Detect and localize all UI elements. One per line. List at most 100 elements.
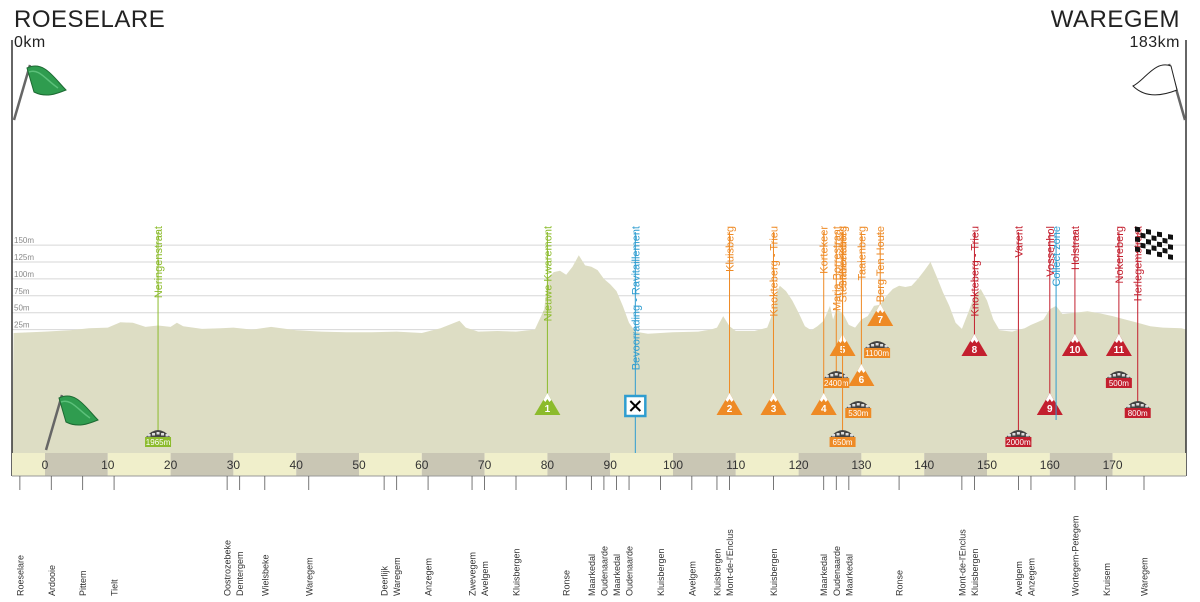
place-label: Kruisem bbox=[1102, 563, 1112, 596]
cobble-icon: 530m bbox=[845, 401, 872, 418]
axis-band bbox=[798, 453, 862, 476]
checker-square bbox=[1162, 237, 1168, 244]
place-label: Avelgem bbox=[480, 561, 490, 596]
place-label: Ardooie bbox=[47, 565, 57, 596]
cobble-stone bbox=[165, 434, 169, 437]
place-label: Kluisbergen bbox=[656, 548, 666, 596]
climb-triangle bbox=[1105, 334, 1132, 356]
climb-snowcap bbox=[819, 393, 828, 402]
climb-number: 10 bbox=[1069, 345, 1081, 356]
cobble-stone bbox=[850, 434, 854, 437]
climb-snowcap bbox=[970, 334, 979, 343]
flags bbox=[12, 63, 1187, 451]
cobble-badge bbox=[845, 408, 872, 418]
cobble-stone bbox=[841, 432, 845, 435]
y-tick-label: 125m bbox=[14, 253, 34, 262]
x-tick-label: 150 bbox=[977, 458, 997, 472]
cobble-stone bbox=[152, 433, 156, 436]
elevation-profile bbox=[12, 255, 1186, 453]
place-label: Kluisbergen bbox=[712, 548, 722, 596]
checker-square bbox=[1140, 232, 1146, 239]
climb-number: 2 bbox=[727, 404, 733, 415]
place-label: Anzegem bbox=[1026, 558, 1036, 596]
cobble-stone bbox=[884, 345, 888, 348]
cobble-stone bbox=[847, 405, 851, 408]
place-label: Waregem bbox=[392, 557, 402, 596]
axis-band bbox=[233, 453, 297, 476]
y-tick-label: 50m bbox=[14, 304, 30, 313]
cobble-stone bbox=[147, 434, 151, 437]
place-label: Waregem bbox=[1140, 557, 1150, 596]
climb-triangle bbox=[716, 393, 743, 415]
axis-band bbox=[673, 453, 736, 476]
axis-band bbox=[924, 453, 987, 476]
checker-square bbox=[1157, 241, 1162, 248]
climb-name: Kortekeer bbox=[819, 226, 831, 274]
cobble-stone bbox=[1112, 374, 1116, 377]
place-label: Maarkedal bbox=[819, 554, 829, 596]
x-tick-label: 20 bbox=[164, 458, 178, 472]
checker-square bbox=[1151, 245, 1157, 252]
finish-flag-icon bbox=[1132, 63, 1187, 260]
place-label: Oudenaarde bbox=[625, 546, 635, 596]
place-label: Kluisbergen bbox=[970, 548, 980, 596]
x-tick-label: 80 bbox=[541, 458, 555, 472]
place-label: Tielt bbox=[110, 579, 120, 596]
climb-name: Vossenhol bbox=[1045, 226, 1057, 277]
cobble-name: Neringenstraat bbox=[153, 226, 165, 298]
place-label: Mont-de-l'Enclus bbox=[957, 529, 967, 596]
axis-band bbox=[1049, 453, 1113, 476]
climb-name: Kluisberg bbox=[725, 226, 737, 272]
place-label: Maarkedal bbox=[587, 554, 597, 596]
place-label: Wielsbeke bbox=[260, 554, 270, 596]
climb-triangle bbox=[534, 393, 561, 415]
axis-band bbox=[987, 453, 1050, 476]
climb-name: Nieuwe Kwaremont bbox=[542, 226, 554, 321]
start-flag-bottom-icon bbox=[44, 394, 99, 451]
x-tick-label: 160 bbox=[1040, 458, 1060, 472]
x-tick-label: 10 bbox=[101, 458, 115, 472]
cobble-name: Maria Borrestraat bbox=[831, 226, 843, 311]
cobble-badge bbox=[1124, 408, 1151, 418]
y-tick-label: 25m bbox=[14, 321, 30, 330]
cobble-stone bbox=[1012, 433, 1016, 436]
elevation-area bbox=[12, 255, 1186, 453]
place-label: Maarkedal bbox=[844, 554, 854, 596]
axis-band bbox=[12, 453, 45, 476]
cobble-length: 2000m bbox=[1006, 438, 1031, 447]
climb-snowcap bbox=[543, 393, 552, 402]
cobble-stone bbox=[875, 343, 879, 346]
cobble-badge bbox=[145, 437, 172, 447]
climb-triangle bbox=[810, 393, 837, 415]
flag-highlight bbox=[28, 70, 59, 89]
cobble-stone bbox=[832, 434, 836, 437]
x-tick-label: 90 bbox=[604, 458, 618, 472]
place-label: Kluisbergen bbox=[512, 548, 522, 596]
cobble-icon: 650m bbox=[829, 430, 856, 447]
cobble-stone bbox=[825, 375, 829, 378]
cobble-stone bbox=[1007, 434, 1011, 437]
climb-name: Steenbeekdries bbox=[838, 226, 850, 303]
climb-triangle bbox=[1061, 334, 1088, 356]
cobble-icon: 2000m bbox=[1005, 430, 1032, 447]
x-tick-label: 100 bbox=[663, 458, 683, 472]
cobble-length: 650m bbox=[833, 438, 853, 447]
axis-band bbox=[170, 453, 234, 476]
cobble-stone bbox=[880, 344, 884, 347]
flag-cloth bbox=[1132, 64, 1178, 96]
cobble-stone bbox=[1140, 404, 1144, 407]
place-label: Deerlijk bbox=[380, 565, 390, 596]
place-label: Avelgem bbox=[687, 561, 697, 596]
y-tick-label: 150m bbox=[14, 236, 34, 245]
flag-pole bbox=[44, 394, 64, 451]
cobble-badge bbox=[823, 378, 850, 388]
x-tick-label: 60 bbox=[415, 458, 429, 472]
place-label: Wortegem-Petegem bbox=[1070, 516, 1080, 596]
cobble-name: Varent bbox=[1013, 226, 1025, 258]
climb-name: Knokteberg - Trieu bbox=[969, 226, 981, 317]
cobble-stone bbox=[852, 404, 856, 407]
cobble-stone bbox=[161, 433, 165, 436]
climb-number: 11 bbox=[1114, 345, 1125, 356]
climb-name: Taaienberg bbox=[856, 226, 868, 280]
axis-band bbox=[861, 453, 925, 476]
